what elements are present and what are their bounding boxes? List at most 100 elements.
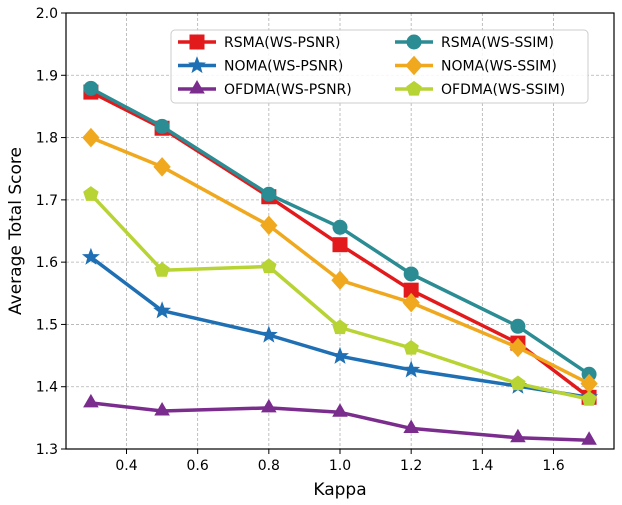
data-point bbox=[83, 80, 99, 96]
legend-marker bbox=[406, 80, 422, 96]
circle-marker-shape bbox=[83, 80, 99, 96]
star-marker-shape bbox=[81, 247, 100, 265]
circle-marker-shape bbox=[261, 186, 277, 202]
y-tick-label: 1.8 bbox=[36, 131, 58, 147]
pentagon-marker-shape bbox=[83, 186, 99, 201]
y-tick-label: 1.5 bbox=[36, 317, 58, 333]
data-point bbox=[332, 319, 348, 335]
legend-label: OFDMA(WS-SSIM) bbox=[441, 82, 565, 98]
legend-item-rsma-ws-ssim: RSMA(WS-SSIM) bbox=[395, 34, 554, 51]
data-point bbox=[260, 215, 278, 236]
x-tick-label: 0.6 bbox=[187, 458, 209, 474]
square-marker-shape bbox=[332, 237, 348, 253]
circle-marker-shape bbox=[406, 34, 422, 50]
x-tick-label: 1.6 bbox=[542, 458, 564, 474]
data-point bbox=[509, 337, 527, 358]
legend-item-ofdma-ws-ssim: OFDMA(WS-SSIM) bbox=[395, 80, 565, 98]
legend-marker bbox=[188, 56, 206, 74]
data-point bbox=[154, 262, 170, 277]
legend-label: OFDMA(WS-PSNR) bbox=[224, 82, 352, 98]
series-ofdma-ws-psnr bbox=[83, 393, 597, 445]
circle-marker-shape bbox=[332, 219, 348, 235]
circle-marker-shape bbox=[403, 266, 419, 282]
data-point bbox=[261, 258, 277, 274]
data-point bbox=[403, 419, 419, 433]
star-marker-shape bbox=[402, 360, 421, 378]
series-noma-ws-ssim bbox=[82, 127, 598, 394]
diamond-marker-shape bbox=[260, 215, 278, 236]
square-marker-shape bbox=[189, 34, 205, 50]
data-point bbox=[154, 118, 170, 134]
data-point bbox=[153, 157, 171, 177]
data-point bbox=[581, 391, 597, 406]
triangle-marker-shape bbox=[154, 402, 170, 416]
y-tick-label: 1.9 bbox=[36, 68, 58, 84]
star-marker-shape bbox=[259, 325, 278, 343]
y-tick-label: 1.4 bbox=[36, 380, 58, 396]
legend-marker bbox=[189, 80, 205, 94]
data-point bbox=[510, 428, 526, 443]
triangle-marker-shape bbox=[261, 398, 277, 413]
data-point bbox=[331, 270, 349, 290]
legend-label: NOMA(WS-PSNR) bbox=[224, 59, 343, 75]
x-tick-label: 1.2 bbox=[400, 458, 422, 474]
y-tick-label: 1.6 bbox=[36, 255, 58, 271]
data-point bbox=[153, 301, 172, 319]
data-point bbox=[154, 402, 170, 416]
legend: RSMA(WS-PSNR) NOMA(WS-PSNR) OFDMA(WS-PSNR)… bbox=[170, 29, 589, 104]
pentagon-marker-shape bbox=[581, 391, 597, 406]
star-marker-shape bbox=[331, 346, 349, 364]
triangle-marker-shape bbox=[332, 403, 348, 417]
series-ofdma-ws-ssim bbox=[83, 186, 597, 406]
data-point bbox=[332, 403, 348, 417]
diamond-marker-shape bbox=[402, 292, 420, 313]
data-point bbox=[83, 393, 99, 408]
legend-label: NOMA(WS-SSIM) bbox=[441, 59, 557, 75]
diamond-marker-shape bbox=[82, 127, 100, 148]
legend-label: RSMA(WS-SSIM) bbox=[441, 35, 554, 51]
star-marker-shape bbox=[188, 56, 206, 74]
x-tick-label: 0.8 bbox=[258, 458, 280, 474]
triangle-marker-shape bbox=[581, 431, 597, 445]
axis-ticks: 0.4 0.6 0.8 1.0 1.2 1.4 1.6 1.3 1.4 1.5 1.6 1.7 1.8 1… bbox=[36, 6, 565, 474]
pentagon-marker-shape bbox=[332, 319, 348, 335]
data-point bbox=[82, 127, 100, 148]
x-tick-label: 0.4 bbox=[115, 458, 137, 474]
data-point bbox=[259, 325, 278, 343]
data-point bbox=[83, 186, 99, 201]
x-axis-title: Kappa bbox=[313, 480, 366, 500]
circle-marker-shape bbox=[154, 118, 170, 134]
diamond-marker-shape bbox=[153, 157, 171, 177]
data-point bbox=[332, 219, 348, 235]
legend-item-rsma-ws-psnr: RSMA(WS-PSNR) bbox=[178, 34, 341, 51]
data-point bbox=[402, 292, 420, 313]
y-tick-label: 1.3 bbox=[36, 442, 58, 458]
triangle-marker-shape bbox=[83, 393, 99, 408]
triangle-marker-shape bbox=[403, 419, 419, 433]
diamond-marker-shape bbox=[331, 270, 349, 290]
y-tick-label: 2.0 bbox=[36, 6, 58, 22]
legend-item-noma-ws-ssim: NOMA(WS-SSIM) bbox=[395, 55, 557, 76]
legend-item-noma-ws-psnr: NOMA(WS-PSNR) bbox=[178, 56, 343, 75]
data-point bbox=[403, 266, 419, 282]
series-rsma-ws-ssim bbox=[83, 80, 597, 382]
data-point bbox=[510, 318, 526, 334]
star-marker-shape bbox=[153, 301, 172, 319]
legend-marker bbox=[406, 34, 422, 50]
data-point bbox=[403, 339, 419, 355]
triangle-marker-shape bbox=[189, 80, 205, 94]
triangle-marker-shape bbox=[510, 428, 526, 443]
data-point bbox=[331, 346, 349, 364]
x-tick-label: 1.4 bbox=[471, 458, 493, 474]
circle-marker-shape bbox=[510, 318, 526, 334]
diamond-marker-shape bbox=[405, 55, 423, 76]
pentagon-marker-shape bbox=[403, 339, 419, 355]
data-point bbox=[402, 360, 421, 378]
legend-label: RSMA(WS-PSNR) bbox=[224, 35, 341, 51]
pentagon-marker-shape bbox=[154, 262, 170, 277]
legend-marker bbox=[405, 55, 423, 76]
diamond-marker-shape bbox=[509, 337, 527, 358]
pentagon-marker-shape bbox=[406, 80, 422, 96]
data-point bbox=[261, 398, 277, 413]
